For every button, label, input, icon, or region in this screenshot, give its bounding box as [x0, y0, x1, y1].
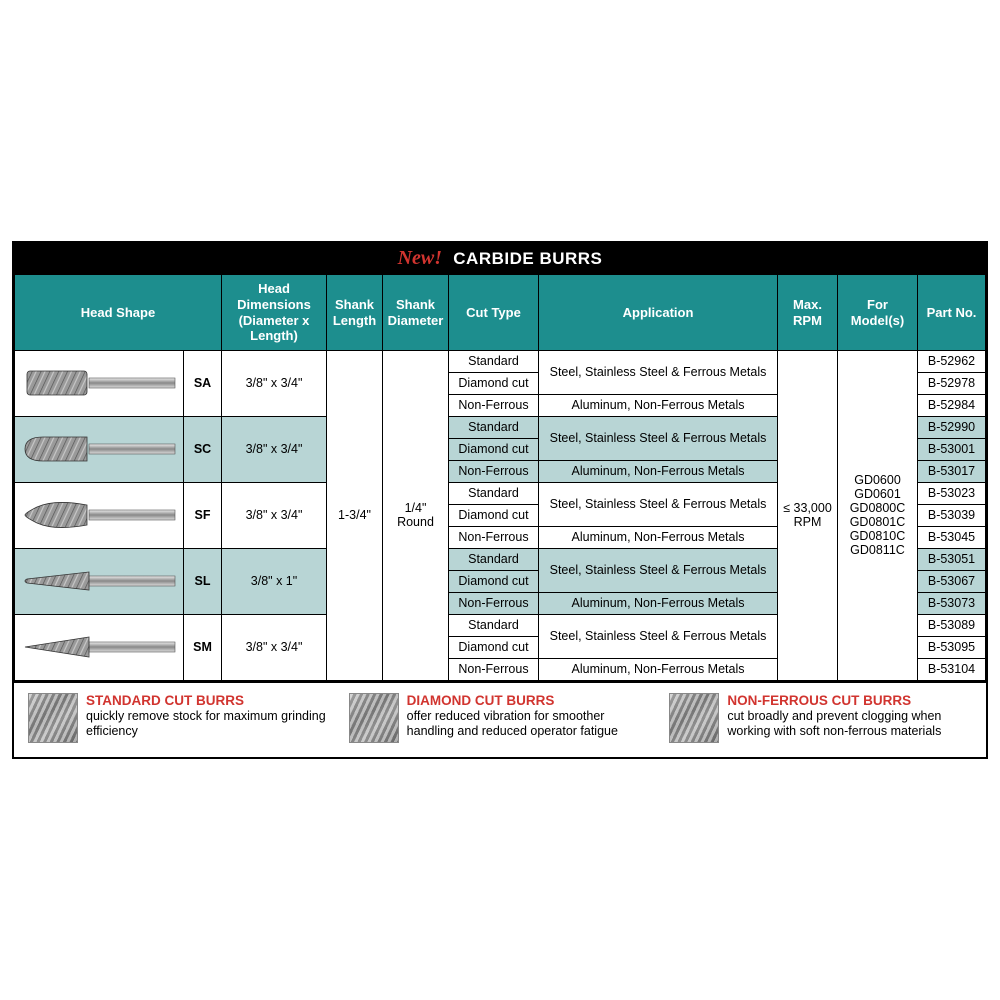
shape-code: SM	[184, 614, 222, 680]
part-number: B-53017	[918, 460, 986, 482]
part-number: B-52990	[918, 416, 986, 438]
cut-type: Standard	[449, 548, 539, 570]
shape-code: SL	[184, 548, 222, 614]
spec-table: Head Shape Head Dimensions(Diameter x Le…	[14, 274, 986, 680]
application: Aluminum, Non-Ferrous Metals	[539, 394, 778, 416]
cut-type: Diamond cut	[449, 372, 539, 394]
max-rpm: ≤ 33,000RPM	[778, 350, 838, 680]
head-dimensions: 3/8" x 3/4"	[222, 614, 327, 680]
th-head-dims: Head Dimensions(Diameter x Length)	[222, 275, 327, 350]
application: Steel, Stainless Steel & Ferrous Metals	[539, 614, 778, 658]
th-part-no: Part No.	[918, 275, 986, 350]
new-badge: New!	[398, 247, 442, 269]
cut-type: Non-Ferrous	[449, 592, 539, 614]
footer: STANDARD CUT BURRS quickly remove stock …	[14, 681, 986, 757]
cut-type: Standard	[449, 416, 539, 438]
cut-type: Standard	[449, 614, 539, 636]
cut-type: Non-Ferrous	[449, 394, 539, 416]
part-number: B-53095	[918, 636, 986, 658]
application: Aluminum, Non-Ferrous Metals	[539, 460, 778, 482]
cut-type: Diamond cut	[449, 636, 539, 658]
cut-type: Diamond cut	[449, 438, 539, 460]
nonferrous-cut-icon	[669, 693, 719, 743]
title-bar: New! CARBIDE BURRS	[14, 243, 986, 274]
application: Steel, Stainless Steel & Ferrous Metals	[539, 482, 778, 526]
footer-desc: offer reduced vibration for smoother han…	[407, 709, 652, 740]
for-models: GD0600GD0601GD0800CGD0801CGD0810CGD0811C	[838, 350, 918, 680]
header-row: Head Shape Head Dimensions(Diameter x Le…	[15, 275, 986, 350]
footer-item-diamond: DIAMOND CUT BURRS offer reduced vibratio…	[349, 693, 652, 743]
title-text: CARBIDE BURRS	[453, 249, 602, 268]
th-head-shape: Head Shape	[15, 275, 222, 350]
cut-type: Diamond cut	[449, 504, 539, 526]
shank-diameter: 1/4"Round	[383, 350, 449, 680]
part-number: B-53073	[918, 592, 986, 614]
application: Steel, Stainless Steel & Ferrous Metals	[539, 548, 778, 592]
part-number: B-53045	[918, 526, 986, 548]
burr-image-cell	[15, 482, 184, 548]
application: Steel, Stainless Steel & Ferrous Metals	[539, 350, 778, 394]
footer-item-standard: STANDARD CUT BURRS quickly remove stock …	[28, 693, 331, 743]
head-dimensions: 3/8" x 3/4"	[222, 350, 327, 416]
part-number: B-52984	[918, 394, 986, 416]
part-number: B-53104	[918, 658, 986, 680]
burr-image-cell	[15, 350, 184, 416]
head-dimensions: 3/8" x 3/4"	[222, 482, 327, 548]
part-number: B-52978	[918, 372, 986, 394]
part-number: B-53051	[918, 548, 986, 570]
th-shank-dia: ShankDiameter	[383, 275, 449, 350]
part-number: B-53001	[918, 438, 986, 460]
burr-image-cell	[15, 614, 184, 680]
th-for-models: For Model(s)	[838, 275, 918, 350]
burr-image-cell	[15, 548, 184, 614]
cut-type: Non-Ferrous	[449, 658, 539, 680]
cut-type: Standard	[449, 482, 539, 504]
application: Aluminum, Non-Ferrous Metals	[539, 592, 778, 614]
part-number: B-53023	[918, 482, 986, 504]
cut-type: Non-Ferrous	[449, 526, 539, 548]
application: Aluminum, Non-Ferrous Metals	[539, 658, 778, 680]
diamond-cut-icon	[349, 693, 399, 743]
cut-type: Standard	[449, 350, 539, 372]
th-application: Application	[539, 275, 778, 350]
burr-image-cell	[15, 416, 184, 482]
head-dimensions: 3/8" x 3/4"	[222, 416, 327, 482]
shape-code: SF	[184, 482, 222, 548]
th-shank-len: ShankLength	[327, 275, 383, 350]
shape-code: SC	[184, 416, 222, 482]
part-number: B-53089	[918, 614, 986, 636]
footer-title: NON-FERROUS CUT BURRS	[727, 693, 972, 708]
catalog-panel: New! CARBIDE BURRS Head Shape Head Dimen…	[12, 241, 988, 758]
part-number: B-53067	[918, 570, 986, 592]
head-dimensions: 3/8" x 1"	[222, 548, 327, 614]
cut-type: Non-Ferrous	[449, 460, 539, 482]
application: Aluminum, Non-Ferrous Metals	[539, 526, 778, 548]
footer-title: STANDARD CUT BURRS	[86, 693, 331, 708]
footer-title: DIAMOND CUT BURRS	[407, 693, 652, 708]
footer-desc: cut broadly and prevent clogging when wo…	[727, 709, 972, 740]
part-number: B-52962	[918, 350, 986, 372]
cut-type: Diamond cut	[449, 570, 539, 592]
standard-cut-icon	[28, 693, 78, 743]
part-number: B-53039	[918, 504, 986, 526]
application: Steel, Stainless Steel & Ferrous Metals	[539, 416, 778, 460]
shape-code: SA	[184, 350, 222, 416]
th-max-rpm: Max.RPM	[778, 275, 838, 350]
shank-length: 1-3/4"	[327, 350, 383, 680]
footer-item-nonferrous: NON-FERROUS CUT BURRS cut broadly and pr…	[669, 693, 972, 743]
footer-desc: quickly remove stock for maximum grindin…	[86, 709, 331, 740]
th-cut-type: Cut Type	[449, 275, 539, 350]
table-row: SA3/8" x 3/4"1-3/4"1/4"RoundStandardStee…	[15, 350, 986, 372]
